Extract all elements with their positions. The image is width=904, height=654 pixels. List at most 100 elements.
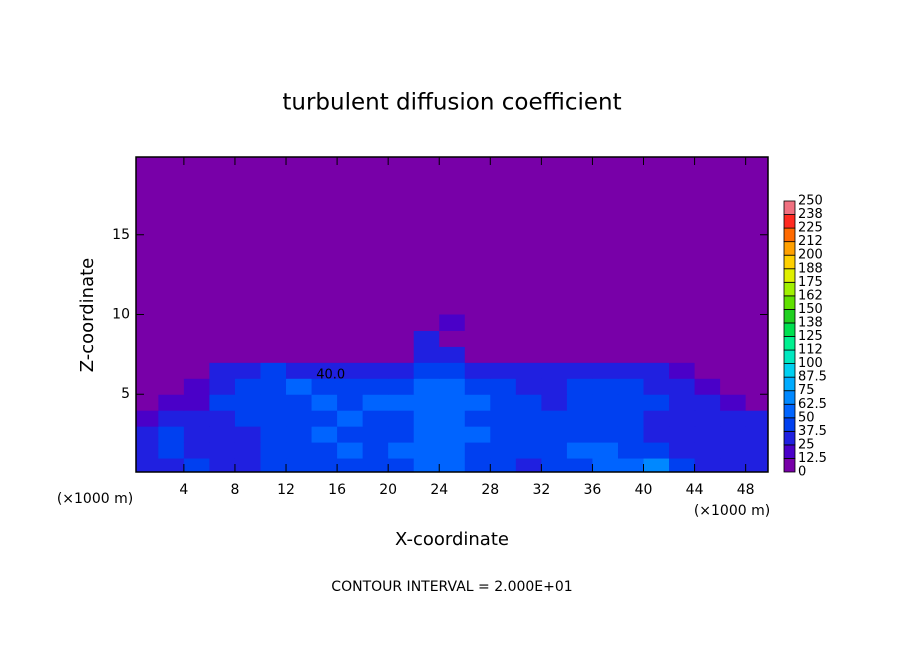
field-cell: [592, 394, 619, 411]
field-cell: [745, 394, 769, 411]
field-cell: [209, 362, 236, 379]
field-cell: [158, 378, 185, 395]
field-cell: [643, 394, 670, 411]
field-cell: [566, 346, 593, 363]
field-cell: [720, 458, 747, 473]
field-cell: [592, 426, 619, 443]
field-cell: [158, 346, 185, 363]
field-cell: [439, 362, 466, 379]
field-cell: [234, 330, 261, 347]
field-cell: [388, 314, 415, 331]
field-cell: [592, 362, 619, 379]
field-cell: [362, 330, 389, 347]
field-cell: [490, 314, 517, 331]
field-cell: [643, 426, 670, 443]
field-cell: [515, 346, 542, 363]
field-cell: [311, 426, 338, 443]
field-cell: [464, 410, 491, 427]
field-cell: [286, 330, 313, 347]
field-cell: [643, 442, 670, 459]
colorbar-label: 162: [798, 288, 823, 303]
field-cell: [136, 330, 159, 347]
field-cell: [388, 378, 415, 395]
field-cell: [136, 346, 159, 363]
field-cell: [669, 378, 696, 395]
colorbar-box: [783, 241, 796, 256]
field-cell: [439, 426, 466, 443]
field-cell: [413, 314, 440, 331]
field-cell: [592, 314, 619, 331]
field-cell: [566, 362, 593, 379]
colorbar-box: [783, 444, 796, 459]
colorbar-label: 200: [798, 248, 823, 263]
field-cell: [158, 362, 185, 379]
field-cell: [617, 378, 645, 395]
x-units-label: (×1000 m): [694, 503, 770, 519]
field-cell: [260, 394, 287, 411]
field-cell: [209, 394, 236, 411]
field-cell: [490, 458, 517, 473]
field-cell: [490, 442, 517, 459]
field-cell: [286, 346, 313, 363]
x-tick-label: 28: [481, 482, 499, 498]
field-cell: [643, 346, 670, 363]
field-cell: [311, 442, 338, 459]
field-cell: [439, 330, 466, 347]
field-cell: [439, 314, 466, 331]
field-cell: [490, 346, 517, 363]
field-cell: [286, 458, 313, 473]
field-cell: [566, 442, 593, 459]
field-cell: [286, 410, 313, 427]
field-cell: [694, 362, 721, 379]
field-cell: [158, 330, 185, 347]
field-cell: [694, 458, 721, 473]
field-cell: [694, 378, 721, 395]
field-cell: [388, 346, 415, 363]
field-cell: [439, 458, 466, 473]
field-cell: [311, 330, 338, 347]
field-cell: [720, 330, 747, 347]
field-cell: [388, 394, 415, 411]
colorbar-label: 150: [798, 302, 823, 317]
field-cell: [720, 378, 747, 395]
field-cell: [136, 362, 159, 379]
field-cell: [337, 458, 364, 473]
field-cell: [337, 346, 364, 363]
colorbar-box: [783, 308, 796, 324]
field-cell: [234, 410, 261, 427]
field-cell: [694, 330, 721, 347]
field-cell: [617, 458, 645, 473]
field-cell: [464, 346, 491, 363]
field-cell: [209, 346, 236, 363]
field-cell: [362, 458, 389, 473]
field-cell: [617, 442, 645, 459]
x-tick-label: 32: [532, 482, 550, 498]
field-cell: [464, 314, 491, 331]
field-cell: [464, 458, 491, 473]
field-cell: [669, 314, 696, 331]
colorbar-label: 175: [798, 275, 823, 290]
field-cell: [183, 458, 210, 473]
field-cell: [311, 394, 338, 411]
field-cell: [515, 314, 542, 331]
field-cell: [464, 442, 491, 459]
field-cell: [158, 426, 185, 443]
field-cell: [413, 394, 440, 411]
field-cell: [337, 314, 364, 331]
field-cell: [439, 442, 466, 459]
field-cell: [720, 410, 747, 427]
field-cell: [541, 394, 568, 411]
field-cell: [464, 330, 491, 347]
field-cell: [136, 378, 159, 395]
field-cell: [439, 378, 466, 395]
field-cell: [388, 442, 415, 459]
field-cell: [464, 378, 491, 395]
field-cell: [669, 426, 696, 443]
field-cell: [311, 346, 338, 363]
colorbar-box: [783, 403, 796, 419]
x-tick-label: 8: [230, 482, 239, 498]
field-cell: [158, 314, 185, 331]
colorbar-label: 112: [798, 343, 823, 358]
field-cell: [413, 330, 440, 347]
x-axis-label: X-coordinate: [395, 529, 509, 550]
